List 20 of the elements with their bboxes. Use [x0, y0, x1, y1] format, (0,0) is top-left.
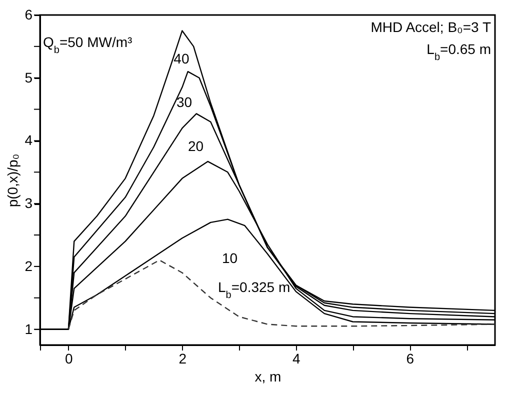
x-axis-title: x, m	[254, 368, 282, 384]
annotation: L$_{b}$=0.65 m	[426, 41, 491, 62]
annotation: 20	[188, 138, 204, 154]
x-tick-label: 2	[178, 350, 187, 366]
x-tick-label: 0	[65, 350, 74, 366]
annotation: 40	[174, 50, 190, 67]
y-axis-title: p(0,x)/p₀	[4, 154, 21, 208]
x-tick-label: 6	[406, 350, 414, 366]
y-tick-label: 4	[24, 132, 33, 148]
y-tick-label: 5	[24, 69, 33, 86]
y-tick-label: 6	[24, 6, 33, 22]
y-tick-label: 1	[24, 320, 33, 337]
annotation: 10	[222, 250, 238, 266]
y-tick-label: 3	[24, 195, 33, 212]
annotation: L$_{b}$=0.325 m	[218, 279, 290, 300]
annotation: 30	[176, 94, 192, 110]
x-tick-label: 4	[292, 350, 301, 366]
annotation: MHD Accel; B₀=3 T	[370, 19, 492, 35]
annotation: Q$_{b}$=50 MW/m³	[43, 34, 133, 56]
y-tick-label: 2	[24, 258, 33, 274]
